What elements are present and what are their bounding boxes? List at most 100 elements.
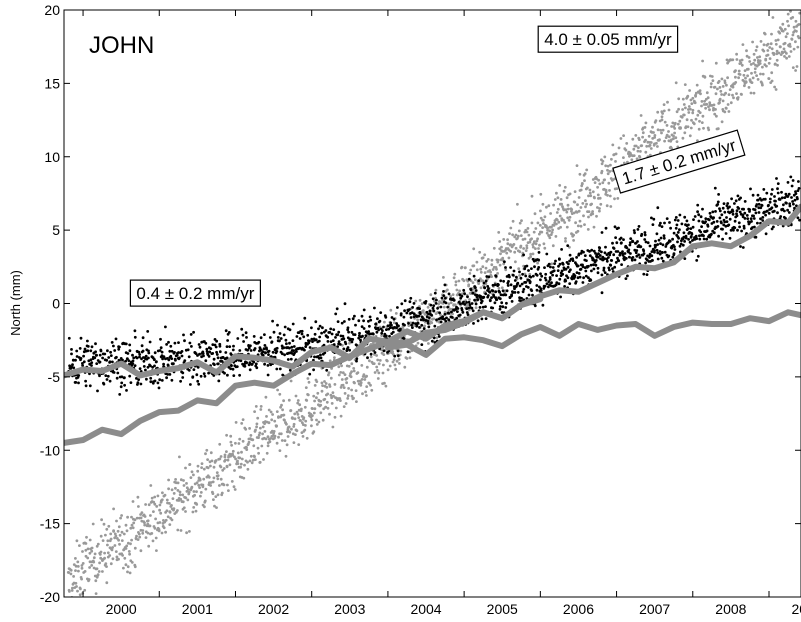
scatter-point [588, 191, 592, 195]
scatter-point [345, 377, 349, 380]
scatter-point [622, 134, 625, 138]
scatter-point [94, 579, 98, 583]
scatter-point [408, 300, 412, 304]
scatter-point [159, 337, 162, 341]
scatter-point [98, 553, 102, 556]
scatter-point [518, 221, 522, 225]
scatter-point [323, 397, 327, 401]
scatter-point [642, 272, 646, 276]
scatter-point [639, 245, 643, 249]
scatter-point [683, 131, 687, 135]
scatter-point [78, 347, 82, 350]
scatter-point [317, 327, 320, 331]
scatter-point [346, 394, 350, 398]
scatter-point [778, 198, 782, 201]
scatter-point [136, 538, 140, 541]
scatter-point [655, 141, 658, 145]
scatter-point [702, 234, 705, 238]
scatter-point [131, 362, 135, 365]
scatter-point [117, 525, 121, 529]
scatter-point [706, 224, 710, 228]
scatter-point [202, 467, 206, 471]
scatter-point [697, 213, 701, 217]
scatter-point [140, 511, 144, 514]
scatter-point [762, 43, 766, 47]
scatter-point [304, 419, 308, 423]
scatter-point [497, 231, 501, 234]
scatter-point [704, 97, 708, 101]
scatter-point [394, 367, 398, 371]
scatter-point [100, 518, 103, 522]
scatter-point [386, 368, 390, 372]
scatter-point [703, 99, 706, 103]
scatter-point [346, 326, 350, 330]
scatter-point [705, 229, 709, 233]
scatter-point [500, 286, 504, 290]
scatter-point [653, 134, 657, 137]
scatter-point [106, 539, 110, 543]
scatter-point [539, 216, 543, 220]
scatter-point [375, 354, 378, 357]
scatter-point [609, 205, 613, 208]
scatter-point [184, 496, 188, 500]
scatter-point [691, 111, 695, 115]
scatter-point [426, 305, 430, 309]
scatter-point [442, 290, 445, 293]
scatter-point [198, 352, 201, 356]
scatter-point [146, 330, 150, 333]
scatter-point [155, 505, 159, 508]
scatter-point [405, 357, 409, 360]
scatter-point [778, 31, 782, 35]
scatter-point [749, 63, 753, 66]
scatter-point [105, 581, 109, 585]
scatter-point [122, 566, 125, 570]
scatter-point [797, 180, 800, 183]
scatter-point [241, 333, 245, 337]
scatter-point [292, 422, 296, 426]
scatter-point [330, 396, 333, 400]
scatter-point [109, 532, 113, 536]
scatter-point [332, 394, 335, 398]
scatter-point [643, 126, 647, 129]
scatter-point [478, 306, 482, 309]
scatter-point [270, 340, 274, 344]
scatter-point [179, 529, 183, 532]
scatter-point [86, 349, 90, 353]
scatter-point [359, 383, 363, 387]
scatter-point [474, 289, 478, 292]
scatter-point [339, 371, 343, 374]
scatter-point [463, 303, 467, 306]
scatter-point [695, 83, 699, 87]
scatter-point [584, 205, 587, 209]
scatter-point [473, 278, 477, 282]
scatter-point [197, 382, 201, 386]
scatter-point [386, 324, 390, 328]
scatter-point [432, 317, 436, 321]
scatter-point [265, 347, 268, 351]
scatter-point [716, 127, 720, 131]
scatter-point [403, 299, 407, 303]
scatter-point [355, 359, 358, 363]
scatter-point [319, 353, 322, 357]
scatter-point [240, 450, 243, 454]
scatter-point [518, 284, 522, 288]
scatter-point [90, 361, 94, 364]
scatter-point [405, 311, 409, 315]
scatter-point [628, 241, 632, 245]
scatter-point [522, 287, 526, 291]
scatter-point [111, 546, 114, 549]
scatter-point [547, 262, 551, 266]
scatter-point [555, 281, 559, 284]
scatter-point [783, 41, 787, 45]
scatter-point [717, 234, 720, 238]
scatter-point [88, 538, 92, 542]
scatter-point [276, 323, 279, 327]
scatter-point [164, 325, 167, 329]
scatter-point [347, 387, 350, 390]
scatter-point [551, 266, 555, 269]
scatter-point [226, 483, 229, 487]
scatter-point [249, 454, 253, 458]
scatter-point [120, 375, 124, 379]
scatter-point [699, 230, 703, 234]
scatter-point [199, 374, 203, 378]
